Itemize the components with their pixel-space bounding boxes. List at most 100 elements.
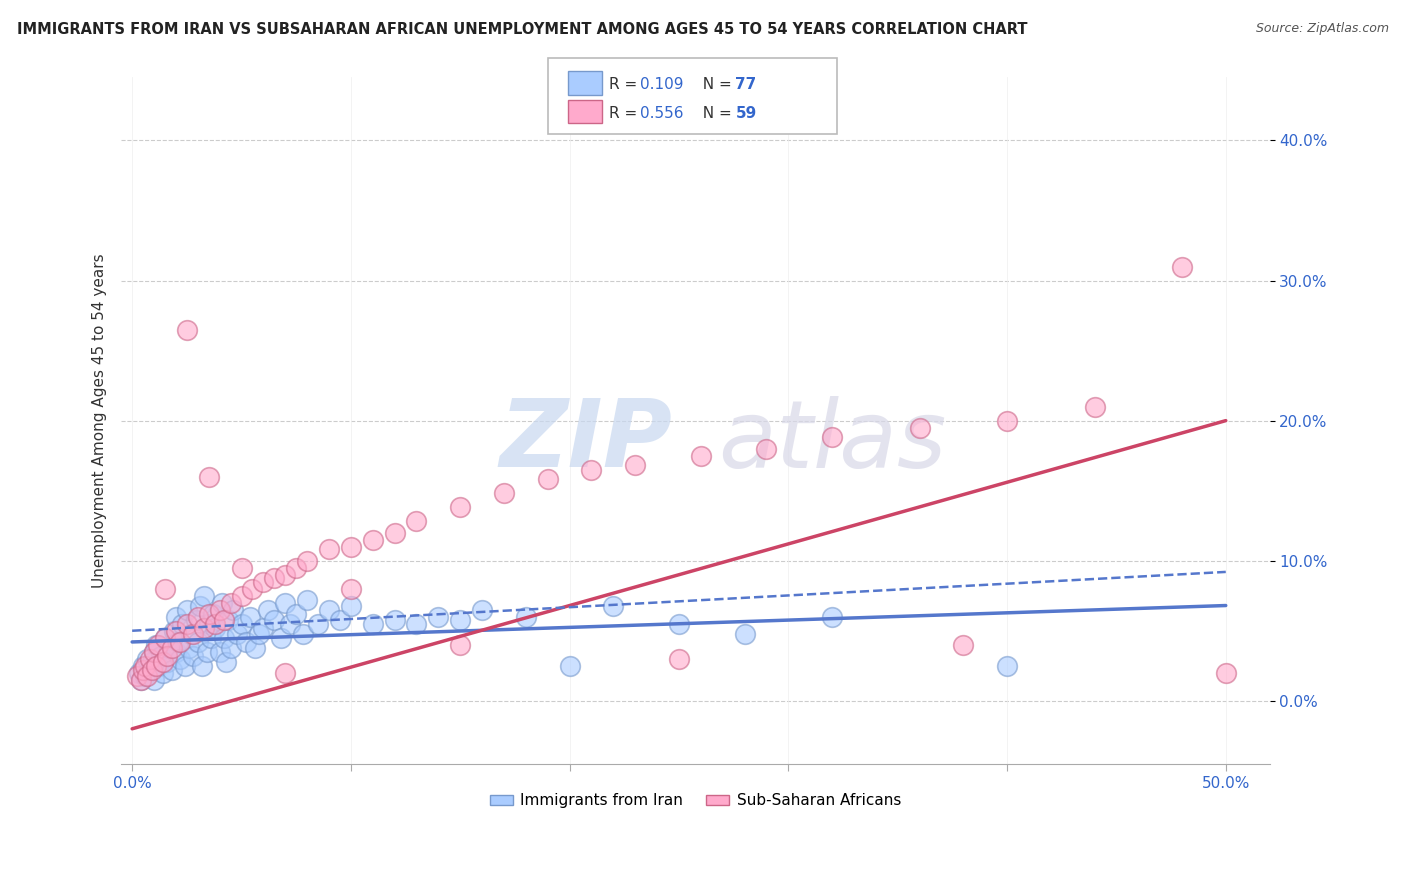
Point <box>176 616 198 631</box>
Point <box>138 663 160 677</box>
Point <box>427 609 450 624</box>
Point <box>285 560 308 574</box>
Point <box>755 442 778 456</box>
Text: R =: R = <box>609 106 643 120</box>
Point <box>163 624 186 638</box>
Point <box>219 640 242 655</box>
Point <box>1083 400 1105 414</box>
Point <box>449 638 471 652</box>
Point <box>226 626 249 640</box>
Point <box>148 638 170 652</box>
Point <box>952 638 974 652</box>
Point <box>180 626 202 640</box>
Point <box>208 603 231 617</box>
Point <box>125 668 148 682</box>
Point <box>821 609 844 624</box>
Point <box>222 603 245 617</box>
Text: atlas: atlas <box>718 396 946 487</box>
Point <box>217 613 239 627</box>
Point <box>138 652 160 666</box>
Point <box>361 616 384 631</box>
Point <box>128 665 150 680</box>
Point <box>136 668 159 682</box>
Point <box>537 473 560 487</box>
Point <box>197 607 219 621</box>
Point <box>449 500 471 515</box>
Point <box>204 621 226 635</box>
Point <box>219 596 242 610</box>
Point <box>295 593 318 607</box>
Point <box>197 469 219 483</box>
Point <box>160 640 183 655</box>
Point <box>134 668 156 682</box>
Point <box>602 599 624 613</box>
Point <box>270 631 292 645</box>
Text: N =: N = <box>693 78 737 92</box>
Point <box>231 589 253 603</box>
Point <box>734 626 756 640</box>
Point <box>129 673 152 687</box>
Point <box>307 616 329 631</box>
Point <box>183 648 205 663</box>
Point <box>1171 260 1194 274</box>
Text: 0.109: 0.109 <box>640 78 683 92</box>
Point <box>821 430 844 444</box>
Point <box>200 631 222 645</box>
Point <box>187 635 209 649</box>
Point <box>143 673 166 687</box>
Text: N =: N = <box>693 106 737 120</box>
Point <box>173 658 195 673</box>
Point <box>157 640 180 655</box>
Point <box>329 613 352 627</box>
Point <box>384 525 406 540</box>
Text: 77: 77 <box>735 78 756 92</box>
Point <box>176 322 198 336</box>
Point <box>384 613 406 627</box>
Point <box>160 663 183 677</box>
Point <box>152 655 174 669</box>
Point <box>167 635 190 649</box>
Point <box>156 648 179 663</box>
Point <box>291 626 314 640</box>
Point <box>145 658 167 673</box>
Point <box>191 658 214 673</box>
Point <box>274 665 297 680</box>
Point <box>449 613 471 627</box>
Point <box>132 658 155 673</box>
Point <box>149 648 172 663</box>
Point <box>340 582 363 596</box>
Point <box>172 616 194 631</box>
Point <box>212 631 235 645</box>
Point <box>215 655 238 669</box>
Point <box>340 599 363 613</box>
Point <box>204 616 226 631</box>
Point <box>263 570 285 584</box>
Point <box>242 582 264 596</box>
Point <box>177 640 200 655</box>
Point <box>252 621 274 635</box>
Point <box>156 655 179 669</box>
Point <box>361 533 384 547</box>
Point <box>908 420 931 434</box>
Point <box>145 638 167 652</box>
Point <box>212 613 235 627</box>
Point <box>256 603 278 617</box>
Point <box>624 458 647 473</box>
Point <box>184 613 207 627</box>
Point <box>134 658 156 673</box>
Point <box>195 645 218 659</box>
Point <box>515 609 537 624</box>
Point <box>129 673 152 687</box>
Point <box>153 582 176 596</box>
Point <box>995 658 1018 673</box>
Point <box>558 658 581 673</box>
Point <box>995 414 1018 428</box>
Text: Source: ZipAtlas.com: Source: ZipAtlas.com <box>1256 22 1389 36</box>
Point <box>141 663 163 677</box>
Point <box>169 635 191 649</box>
Point <box>165 645 187 659</box>
Y-axis label: Unemployment Among Ages 45 to 54 years: Unemployment Among Ages 45 to 54 years <box>93 253 107 588</box>
Point <box>492 486 515 500</box>
Point <box>278 616 301 631</box>
Point <box>239 609 262 624</box>
